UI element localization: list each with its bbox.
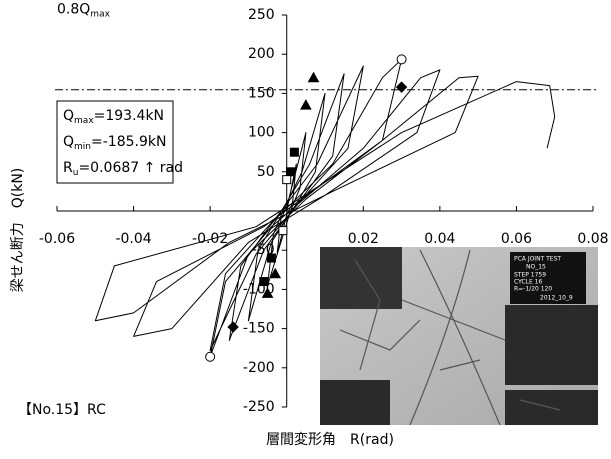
- info-rest: =-185.9kN: [91, 134, 166, 150]
- x-axis-title: 層間変形角 R(rad): [266, 431, 394, 448]
- marker-diamond: [227, 321, 239, 333]
- info-main: Q: [63, 108, 74, 124]
- sign-text: STEP 1759: [514, 272, 546, 279]
- info-main: R: [63, 160, 73, 176]
- info-box: [56, 100, 174, 184]
- marker-square: [286, 167, 296, 177]
- marker-square: [266, 253, 276, 263]
- info-main: Q: [63, 134, 74, 150]
- caption: 【No.15】RC: [18, 402, 106, 418]
- info-line: Ru=0.0687 ↑ rad: [63, 160, 183, 178]
- x-tick-label: -0.04: [115, 231, 151, 247]
- hysteresis-curve: [94, 58, 556, 358]
- threshold-label-sub: max: [90, 9, 110, 19]
- info-rest: =0.0687 ↑ rad: [78, 160, 183, 176]
- y-tick-label: 250: [248, 7, 275, 23]
- labels: 梁せん断力 Q(kN) 層間変形角 R(rad) 【No.15】RC 0.8Qm…: [10, 2, 394, 448]
- photo-dark-area: [320, 247, 402, 309]
- info-line: Qmax=193.4kN: [63, 108, 164, 126]
- x-tick-label: 0.06: [501, 231, 532, 247]
- photo-dark-area: [320, 380, 390, 425]
- y-tick-label: -150: [243, 321, 275, 337]
- x-tick-label: 0.08: [577, 231, 608, 247]
- photo-inset: PCA JOINT TEST NO_15 STEP 1759 CYCLE 16 …: [320, 247, 598, 426]
- y-tick-label: 150: [248, 85, 275, 101]
- marker-square: [259, 277, 269, 287]
- y-tick-label: -250: [243, 399, 275, 415]
- info-rest: =193.4kN: [94, 108, 164, 124]
- info-sub: u: [73, 168, 79, 178]
- y-tick-label: 50: [257, 164, 275, 180]
- marker-triangle: [300, 99, 312, 110]
- photo-sign: PCA JOINT TEST NO_15 STEP 1759 CYCLE 16 …: [510, 252, 586, 304]
- marker-triangle: [307, 71, 320, 83]
- y-tick-label: 100: [248, 125, 275, 141]
- marker-circle: [205, 351, 216, 362]
- marker-square: [289, 147, 299, 157]
- photo-dark-area: [505, 305, 598, 385]
- sign-text: 2012_10_9: [540, 295, 573, 302]
- threshold-label: 0.8Qmax: [57, 2, 111, 20]
- marker-diamond: [395, 81, 408, 93]
- y-tick-label: 200: [248, 46, 275, 62]
- info-sub: min: [74, 142, 91, 152]
- marker-triangle: [261, 287, 274, 298]
- sign-text: R=-1/20 120: [514, 286, 552, 293]
- sign-board: [510, 252, 586, 304]
- x-tick-label: -0.06: [39, 231, 75, 247]
- sign-text: CYCLE 16: [514, 279, 542, 286]
- marker-circle: [396, 54, 407, 65]
- y-tick-label: -200: [243, 360, 275, 376]
- photo-cracks: [339, 249, 561, 426]
- marker-triangle: [269, 267, 282, 279]
- threshold-label-main: 0.8Q: [57, 2, 90, 18]
- y-axis-title: 梁せん断力 Q(kN): [10, 168, 26, 293]
- marker-square: [282, 175, 292, 185]
- info-line: Qmin=-185.9kN: [63, 134, 166, 152]
- x-tick-label: 0.02: [348, 231, 379, 247]
- sign-text: PCA JOINT TEST: [514, 256, 561, 263]
- info-sub: max: [74, 116, 94, 126]
- plot-area: [55, 54, 596, 362]
- sign-text: NO_15: [526, 264, 546, 271]
- x-tick-label: 0.04: [424, 231, 455, 247]
- marker-square: [278, 226, 288, 236]
